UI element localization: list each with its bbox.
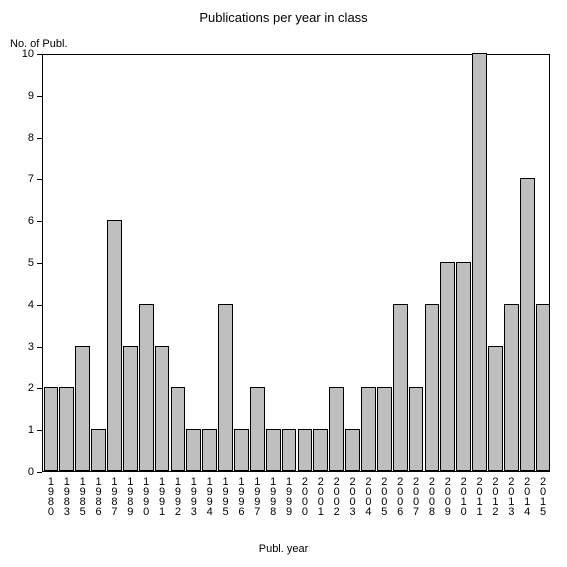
xtick-label: 2007 [410,476,421,516]
bar [409,387,424,471]
bar [44,387,59,471]
ytick-mark [37,221,42,222]
bar [377,387,392,471]
xtick-label: 2002 [331,476,342,516]
xtick-label: 1992 [172,476,183,516]
bar [425,304,440,471]
ytick-label: 8 [28,132,34,144]
xtick-label: 2009 [442,476,453,516]
xtick-label: 2012 [489,476,500,516]
bar [123,346,138,471]
x-axis-label: Publ. year [0,543,567,555]
xtick-label: 1989 [124,476,135,516]
ytick-label: 9 [28,90,34,102]
chart-container: Publications per year in class No. of Pu… [0,0,567,567]
ytick-mark [37,430,42,431]
xtick-label: 2001 [315,476,326,516]
xtick-label: 2005 [378,476,389,516]
ytick-label: 7 [28,173,34,185]
ytick-mark [37,263,42,264]
bar [504,304,519,471]
bar [313,429,328,471]
xtick-label: 1991 [156,476,167,516]
plot-area [42,54,550,472]
bar [75,346,90,471]
xtick-label: 2014 [521,476,532,516]
bar [234,429,249,471]
ytick-mark [37,138,42,139]
bar [456,262,471,471]
xtick-label: 2013 [505,476,516,516]
xtick-label: 2011 [474,476,485,516]
bar [186,429,201,471]
xtick-label: 1980 [45,476,56,516]
xtick-label: 1990 [140,476,151,516]
xtick-label: 1983 [61,476,72,516]
xtick-label: 1999 [283,476,294,516]
bar [282,429,297,471]
ytick-mark [37,472,42,473]
xtick-label: 1986 [93,476,104,516]
bar [155,346,170,471]
ytick-mark [37,388,42,389]
xtick-label: 2004 [362,476,373,516]
xtick-label: 1993 [188,476,199,516]
bar [107,220,122,471]
xtick-label: 1996 [235,476,246,516]
bar [329,387,344,471]
xtick-label: 1985 [77,476,88,516]
bar [520,178,535,471]
xtick-label: 1995 [220,476,231,516]
ytick-label: 2 [28,382,34,394]
ytick-label: 1 [28,424,34,436]
bar [250,387,265,471]
xtick-label: 1994 [204,476,215,516]
bar [139,304,154,471]
bar [440,262,455,471]
xtick-label: 2010 [458,476,469,516]
ytick-mark [37,96,42,97]
xtick-label: 2006 [394,476,405,516]
bar [171,387,186,471]
xtick-label: 1987 [108,476,119,516]
ytick-label: 0 [28,466,34,478]
bar [298,429,313,471]
xtick-label: 2008 [426,476,437,516]
y-axis-label: No. of Publ. [10,38,67,50]
xtick-label: 1998 [267,476,278,516]
ytick-label: 5 [28,257,34,269]
bar [91,429,106,471]
bar [472,53,487,471]
bar [202,429,217,471]
ytick-label: 10 [22,48,34,60]
ytick-label: 6 [28,215,34,227]
xtick-label: 2000 [299,476,310,516]
bar [488,346,503,471]
bar [536,304,551,471]
bar [361,387,376,471]
bar [345,429,360,471]
ytick-mark [37,54,42,55]
xtick-label: 2015 [537,476,548,516]
bar [393,304,408,471]
xtick-label: 1997 [251,476,262,516]
chart-title: Publications per year in class [0,10,567,25]
xtick-label: 2003 [347,476,358,516]
bar [218,304,233,471]
ytick-label: 3 [28,341,34,353]
ytick-mark [37,305,42,306]
ytick-label: 4 [28,299,34,311]
bar [266,429,281,471]
bar [59,387,74,471]
ytick-mark [37,347,42,348]
ytick-mark [37,179,42,180]
